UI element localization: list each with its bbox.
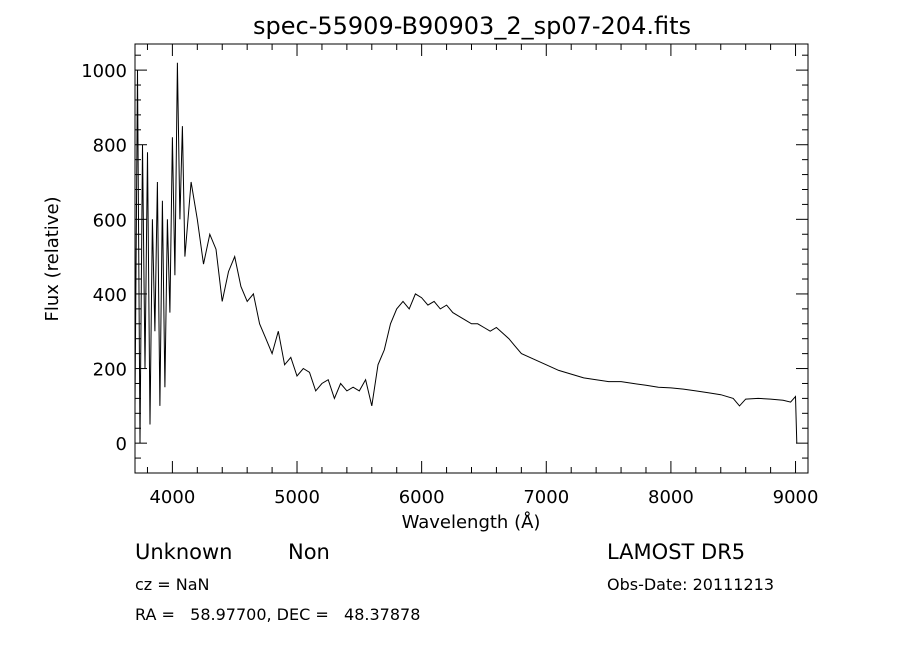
y-tick-label: 200 — [93, 360, 127, 381]
spectrum-line — [134, 62, 798, 444]
subclass-label: Non — [288, 540, 330, 564]
y-tick-label: 0 — [116, 434, 127, 455]
y-tick-label: 1000 — [81, 61, 127, 82]
x-tick-label: 5000 — [274, 487, 320, 508]
obs-date-label: Obs-Date: 20111213 — [607, 575, 774, 594]
x-tick-label: 8000 — [648, 487, 694, 508]
x-tick-label: 7000 — [523, 487, 569, 508]
x-axis-label: Wavelength (Å) — [402, 511, 541, 533]
x-tick-label: 6000 — [399, 487, 445, 508]
y-tick-labels: 0 200 400 600 800 1000 — [81, 61, 127, 455]
y-tick-label: 600 — [93, 210, 127, 231]
x-tick-label: 4000 — [149, 487, 195, 508]
y-axis-label: Flux (relative) — [42, 196, 63, 321]
object-class-label: Unknown — [135, 540, 232, 564]
x-tick-label: 9000 — [773, 487, 819, 508]
y-tick-label: 400 — [93, 285, 127, 306]
axis-ticks — [135, 44, 808, 473]
y-tick-label: 800 — [93, 136, 127, 157]
x-tick-labels: 4000 5000 6000 7000 8000 9000 — [149, 487, 818, 508]
survey-label: LAMOST DR5 — [607, 540, 745, 564]
chart-title: spec-55909-B90903_2_sp07-204.fits — [253, 12, 691, 40]
coordinates-label: RA = 58.97700, DEC = 48.37878 — [135, 605, 420, 624]
plot-frame — [134, 43, 809, 474]
redshift-label: cz = NaN — [135, 575, 210, 594]
